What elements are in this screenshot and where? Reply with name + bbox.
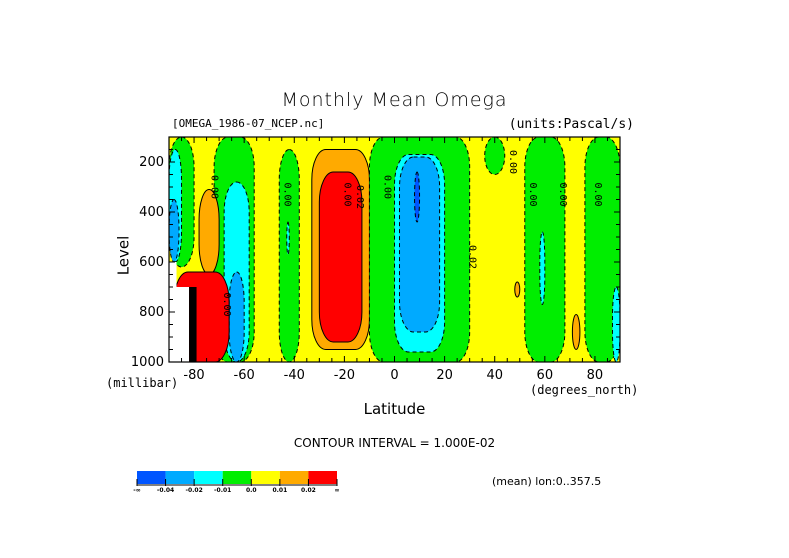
- y-axis-units: (millibar): [106, 376, 179, 390]
- x-tick-label: 80: [586, 368, 604, 383]
- y-tick-label: 1000: [130, 355, 164, 370]
- x-tick-label: -20: [333, 368, 355, 383]
- x-tick-label: 0: [390, 368, 399, 383]
- contour-region-orange-sh-75: [198, 189, 220, 275]
- missing-data-region: [169, 262, 190, 362]
- x-tick-label: -60: [233, 368, 255, 383]
- colorbar-swatch: [308, 471, 337, 484]
- x-tick-label: 60: [536, 368, 554, 383]
- contour-region-green-band-45: [278, 149, 300, 362]
- colorbar-swatch: [137, 471, 166, 484]
- x-tick-label: 20: [436, 368, 453, 383]
- x-tick-label: -80: [183, 368, 205, 383]
- contour-region-green-band-60: [524, 137, 566, 362]
- colorbar-label: -∞: [133, 487, 141, 494]
- colorbar-swatch: [222, 471, 252, 484]
- contour-region-blue-sh-polar: [169, 199, 180, 263]
- y-tick-label: 600: [139, 255, 164, 270]
- contour-label: 0.00: [592, 182, 603, 206]
- colorbar-swatch: [194, 471, 223, 484]
- x-axis-label: Latitude: [363, 400, 426, 418]
- contour-region-blue-sh-62: [228, 271, 245, 362]
- contour-label: 0.00: [221, 292, 232, 316]
- contour-region-orange-nh-46: [514, 281, 521, 298]
- contour-region-red-sh-25: [318, 171, 363, 343]
- contour-region-green-band-36: [484, 137, 506, 175]
- contour-label: 0.00: [341, 182, 352, 206]
- contour-region-cyan-nh-60: [539, 231, 546, 305]
- colorbar-label: ∞: [334, 487, 340, 494]
- file-label: [OMEGA_1986-07_NCEP.nc]: [172, 117, 325, 130]
- contour-label: 0.00: [527, 182, 538, 206]
- contour-region-dark-blue-tropics: [414, 171, 421, 223]
- x-tick-label: -40: [283, 368, 305, 383]
- dense-contour-cluster: [189, 287, 197, 362]
- contour-label: 0.02: [354, 185, 365, 209]
- contour-label: 0.00: [281, 182, 292, 206]
- contour-region-green-band-80: [584, 137, 620, 362]
- units-label: (units:Pascal/s): [508, 117, 634, 132]
- x-axis-units: (degrees_north): [530, 383, 639, 397]
- colorbar-swatch: [165, 471, 195, 484]
- contour-label: 0.02: [467, 245, 478, 269]
- contour-label: 0.00: [381, 175, 392, 199]
- contour-region-cyan-sh-43: [286, 221, 290, 255]
- contour-label: 0.00: [557, 182, 568, 206]
- colorbar-label: 0.01: [272, 487, 288, 494]
- mean-lon-label: (mean) lon:0..357.5: [492, 475, 602, 488]
- contour-region-orange-nh-72: [571, 314, 581, 350]
- y-tick-label: 400: [139, 205, 164, 220]
- colorbar-label: 0.02: [301, 487, 316, 494]
- contour-label: 0.00: [507, 150, 518, 174]
- colorbar-label: -0.01: [214, 487, 232, 494]
- y-tick-label: 800: [139, 305, 164, 320]
- colorbar-swatch: [279, 471, 309, 484]
- colorbar-label: -0.02: [185, 487, 203, 494]
- contour-region-blue-tropics: [399, 156, 441, 333]
- colorbar-label: -0.04: [156, 487, 175, 494]
- colorbar-label: 0.0: [245, 487, 257, 494]
- colorbar-swatch: [251, 471, 280, 484]
- chart-title: Monthly Mean Omega: [281, 89, 508, 111]
- colorbar-legend: [136, 471, 338, 486]
- contour-interval-label: CONTOUR INTERVAL = 1.000E-02: [293, 436, 496, 450]
- y-tick-label: 200: [139, 155, 164, 170]
- x-tick-label: 40: [486, 368, 503, 383]
- contour-label: 0.00: [209, 175, 220, 199]
